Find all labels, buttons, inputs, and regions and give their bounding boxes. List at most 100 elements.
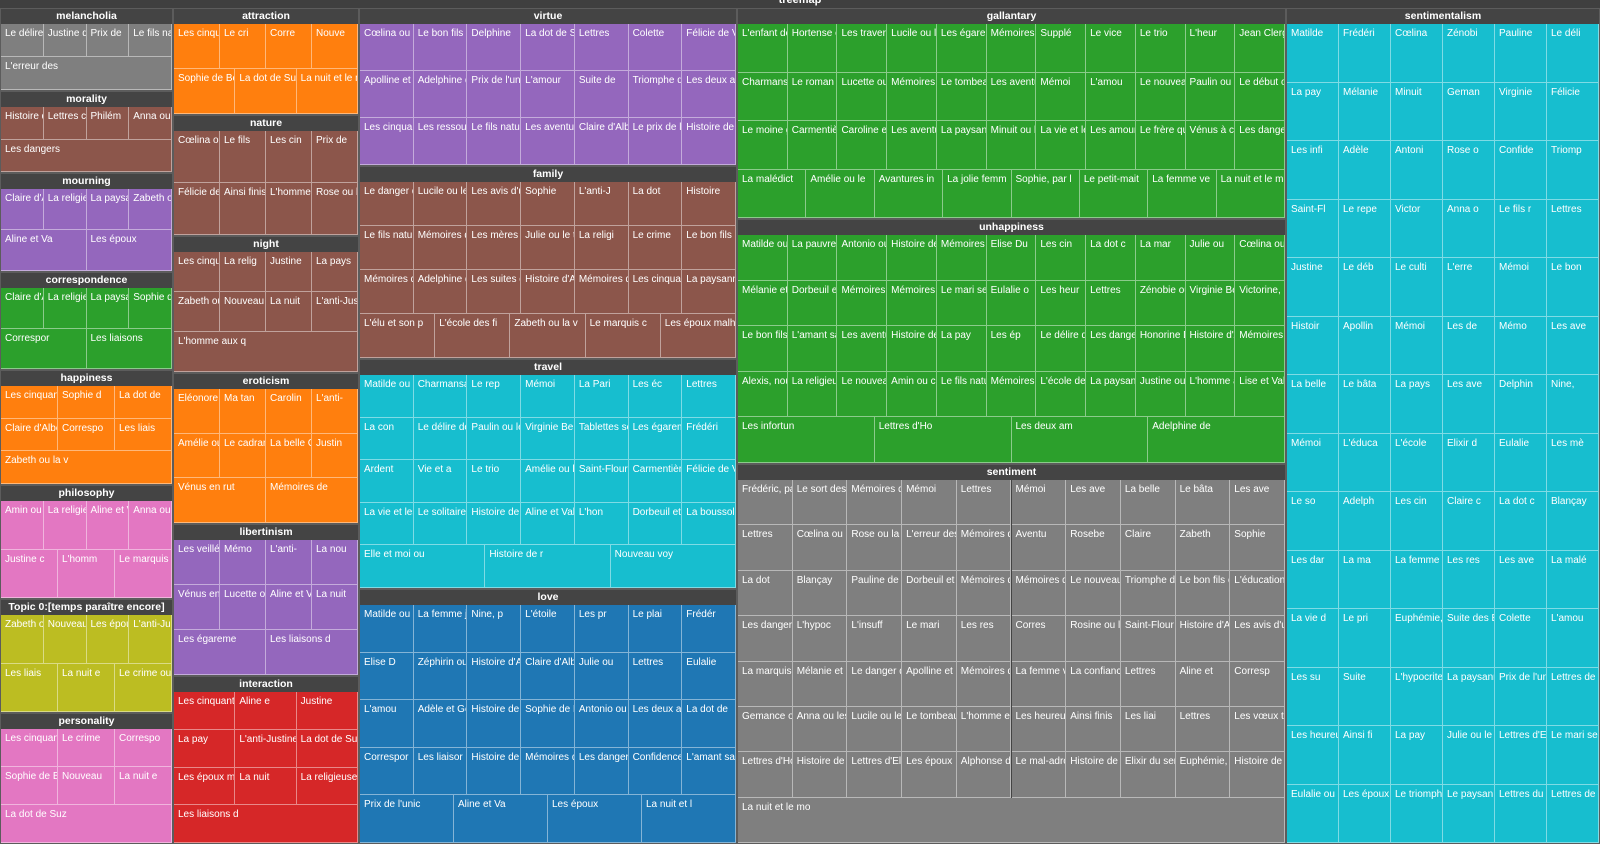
treemap-leaf[interactable]: Le délire des xyxy=(1036,326,1087,372)
treemap-leaf[interactable]: La religi xyxy=(574,226,629,270)
treemap-leaf[interactable]: La dot c xyxy=(1495,492,1547,551)
treemap-leaf[interactable]: Le marquis c xyxy=(585,314,661,358)
treemap-leaf[interactable]: Dorbeuil et Cé xyxy=(628,502,683,546)
treemap-leaf[interactable]: Elise D xyxy=(360,652,414,701)
treemap-leaf[interactable]: Les infi xyxy=(1287,141,1339,200)
treemap-leaf[interactable]: La dot de Suze xyxy=(235,69,297,114)
treemap-leaf[interactable]: Les mè xyxy=(1547,433,1599,492)
treemap-leaf[interactable]: Suite des Ep xyxy=(1443,609,1495,668)
treemap-leaf[interactable]: La religie xyxy=(43,501,87,550)
treemap-leaf[interactable]: Antonio ou le xyxy=(837,235,888,281)
treemap-leaf[interactable]: Virginie Belle xyxy=(1185,280,1236,327)
treemap-leaf[interactable]: Mélanie et Fé xyxy=(792,661,848,707)
treemap-leaf[interactable]: La religieuse xyxy=(787,371,838,418)
treemap-leaf[interactable]: Les pr xyxy=(574,605,629,653)
treemap-leaf[interactable]: Ainsi fi xyxy=(1339,726,1391,785)
treemap-leaf[interactable]: La dot de xyxy=(115,386,172,419)
treemap-leaf[interactable]: Le mari senti xyxy=(1547,726,1599,785)
treemap-leaf[interactable]: Lettres d'Elis xyxy=(847,752,903,798)
treemap-leaf[interactable]: Dorbeuil et C xyxy=(787,280,838,327)
treemap-leaf[interactable]: Sophie xyxy=(521,182,575,226)
treemap-leaf[interactable]: Lettres xyxy=(682,375,736,418)
treemap-leaf[interactable]: L'hypocrite de xyxy=(1391,667,1443,726)
treemap-leaf[interactable]: L'amour xyxy=(521,71,575,118)
treemap-leaf[interactable]: Zénobie ou la xyxy=(1135,280,1186,327)
treemap-leaf[interactable]: Histoire de m xyxy=(467,700,522,748)
treemap-leaf[interactable]: La dot de Suz xyxy=(521,24,575,71)
treemap-leaf[interactable]: Zénobi xyxy=(1443,24,1495,83)
treemap-leaf[interactable]: La Pari xyxy=(574,375,629,418)
treemap-leaf[interactable]: Mémoi xyxy=(1036,72,1087,121)
treemap-leaf[interactable]: Corresp xyxy=(1230,661,1285,707)
treemap-leaf[interactable]: Le mari sen xyxy=(936,280,987,327)
treemap-leaf[interactable]: Le mari xyxy=(902,616,957,662)
treemap-leaf[interactable]: Les liaisons d xyxy=(266,630,358,675)
treemap-leaf[interactable]: Mémoires de xyxy=(413,226,468,270)
treemap-leaf[interactable]: Saint-Flour e xyxy=(1120,616,1176,662)
treemap-leaf[interactable]: Lettres curie xyxy=(43,107,87,140)
treemap-leaf[interactable]: Lettres xyxy=(1086,280,1136,327)
treemap-leaf[interactable]: Le danger de xyxy=(847,661,903,707)
treemap-leaf[interactable]: Les ave xyxy=(1230,480,1285,526)
treemap-leaf[interactable]: Le cadran des xyxy=(220,433,266,479)
treemap-leaf[interactable]: Histoire d'Ag xyxy=(1185,326,1236,372)
treemap-leaf[interactable]: La marquise xyxy=(738,661,793,707)
treemap-leaf[interactable]: La pay xyxy=(174,729,236,768)
treemap-leaf[interactable]: Lettres de mil xyxy=(1547,784,1599,843)
treemap-leaf[interactable]: La pay xyxy=(1391,726,1443,785)
treemap-leaf[interactable]: Cœlina ou l'e xyxy=(360,24,414,71)
treemap-leaf[interactable]: L'hon xyxy=(574,502,629,546)
treemap-leaf[interactable]: L'école xyxy=(1391,433,1443,492)
treemap-leaf[interactable]: Le trio xyxy=(467,460,522,503)
treemap-leaf[interactable]: L'erreur des xyxy=(902,525,957,571)
treemap-leaf[interactable]: La ma xyxy=(1339,550,1391,609)
treemap-leaf[interactable]: Carolin xyxy=(266,389,312,434)
treemap-leaf[interactable]: Les époux xyxy=(548,795,642,843)
treemap-leaf[interactable]: La dot de Suz xyxy=(1,805,172,843)
treemap-leaf[interactable]: Anna o xyxy=(1443,199,1495,258)
treemap-leaf[interactable]: Justine ou les xyxy=(1135,371,1186,418)
treemap-leaf[interactable]: Nouveau xyxy=(58,767,115,805)
treemap-leaf[interactable]: Aline et V xyxy=(86,501,130,550)
treemap-leaf[interactable]: Triomphe de xyxy=(628,71,683,118)
treemap-leaf[interactable]: Le pri xyxy=(1339,609,1391,668)
treemap-leaf[interactable]: Triomp xyxy=(1547,141,1599,200)
treemap-leaf[interactable]: Histoire de l xyxy=(467,502,522,546)
treemap-leaf[interactable]: Le crime xyxy=(628,226,683,270)
treemap-leaf[interactable]: L'homme a xyxy=(266,183,312,235)
treemap-leaf[interactable]: Le mal-adroit xyxy=(1011,752,1067,798)
treemap-leaf[interactable]: Aline e xyxy=(235,692,297,730)
treemap-leaf[interactable]: Confidence d xyxy=(628,747,683,796)
treemap-leaf[interactable]: La femme ver xyxy=(1391,550,1443,609)
treemap-leaf[interactable]: Saint-Flour et xyxy=(574,460,629,503)
treemap-leaf[interactable]: Histoire de Ro xyxy=(467,747,522,796)
treemap-leaf[interactable]: Zabeth ou la v xyxy=(510,314,586,358)
treemap-leaf[interactable]: Les liaisons xyxy=(86,328,172,369)
treemap-leaf[interactable]: Lettres xyxy=(1120,661,1176,707)
treemap-leaf[interactable]: Sophie de Be xyxy=(521,700,575,748)
treemap-leaf[interactable]: Lettres d'Eli xyxy=(1495,726,1547,785)
treemap-leaf[interactable]: Mémoi xyxy=(1495,258,1547,317)
treemap-leaf[interactable]: Mémoires de xyxy=(266,478,358,523)
treemap-leaf[interactable]: Mémoi xyxy=(1287,433,1339,492)
treemap-leaf[interactable]: L'homm xyxy=(58,549,115,598)
treemap-leaf[interactable]: Matilde ou la xyxy=(360,375,414,418)
treemap-leaf[interactable]: Les éc xyxy=(628,375,683,418)
treemap-leaf[interactable]: Sophie xyxy=(1230,525,1285,571)
treemap-leaf[interactable]: La boussole r xyxy=(682,502,736,546)
treemap-leaf[interactable]: Les époux xyxy=(902,752,957,798)
treemap-leaf[interactable]: Lettres d'Ho xyxy=(874,417,1012,463)
treemap-leaf[interactable]: Adèle xyxy=(1339,141,1391,200)
treemap-leaf[interactable]: L'anti-Justine xyxy=(129,615,172,664)
treemap-leaf[interactable]: Félicie de Vilr xyxy=(174,183,220,235)
treemap-leaf[interactable]: Le fils xyxy=(220,131,266,183)
treemap-leaf[interactable]: La con xyxy=(360,417,414,461)
treemap-leaf[interactable]: Le triomphe c xyxy=(1391,784,1443,843)
treemap-leaf[interactable]: Rose o xyxy=(1443,141,1495,200)
treemap-leaf[interactable]: Blançay xyxy=(1547,492,1599,551)
treemap-leaf[interactable]: Les dar xyxy=(1287,550,1339,609)
treemap-leaf[interactable]: Cœlina ou l'e xyxy=(174,131,220,183)
treemap-leaf[interactable]: Colette xyxy=(1495,609,1547,668)
treemap-leaf[interactable]: Jean Clergec xyxy=(1235,24,1285,73)
treemap-leaf[interactable]: La dot c xyxy=(1086,235,1136,281)
